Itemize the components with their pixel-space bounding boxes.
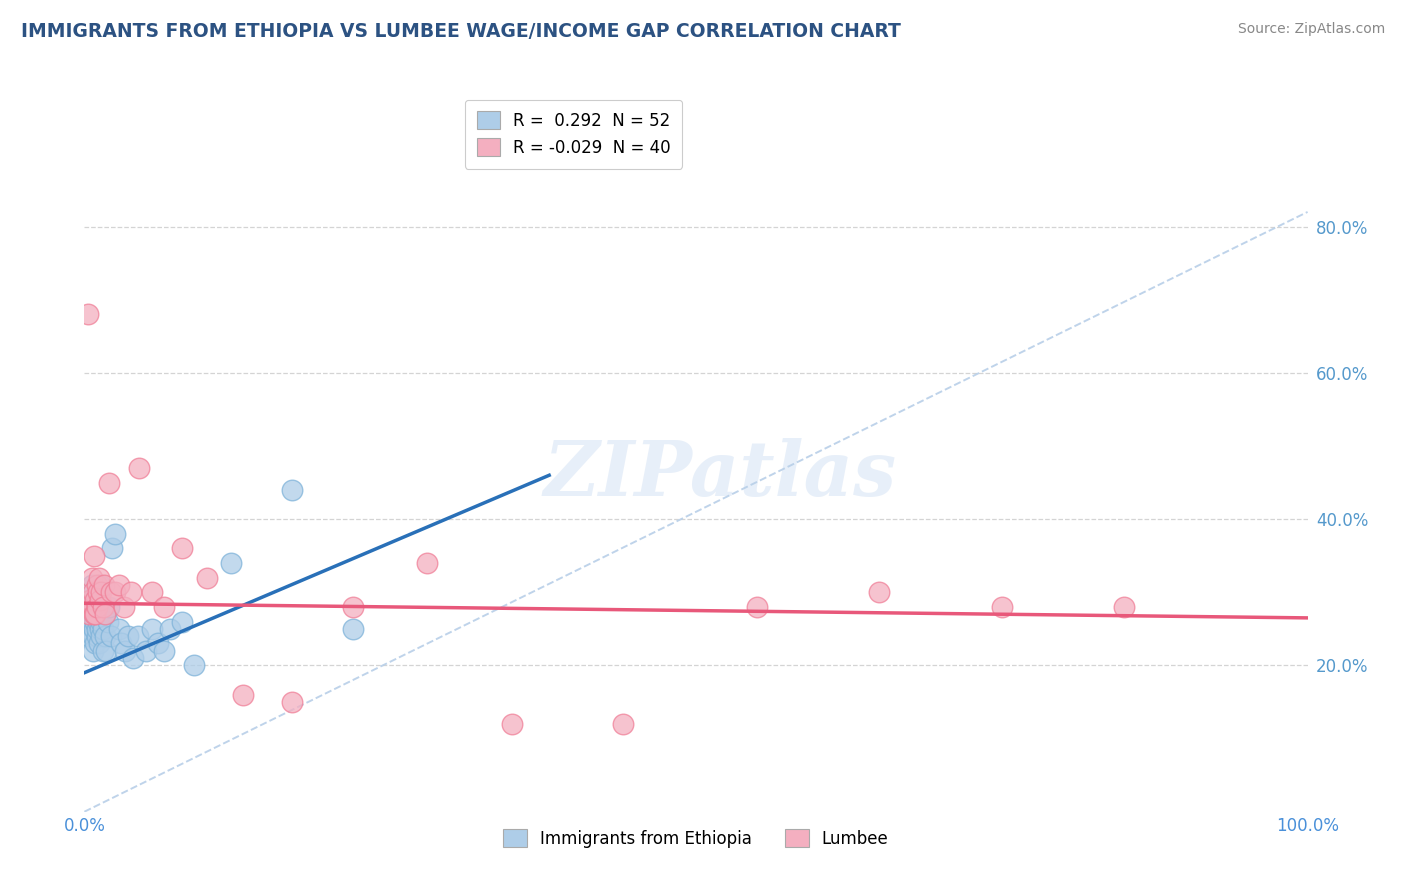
Point [80,607,103,622]
Point [342,599,364,614]
Point [153,644,176,658]
Point [79,592,101,607]
Point [79,615,101,629]
Point [83,549,105,563]
Point [87,571,110,585]
Point [114,644,136,658]
Point [991,599,1014,614]
Point [96,644,118,658]
Point [128,461,150,475]
Point [82,644,104,658]
Point [502,717,524,731]
Point [416,556,439,570]
Point [76,599,98,614]
Point [232,688,254,702]
Point [89,578,111,592]
Point [281,695,304,709]
Point [101,541,124,556]
Text: ZIPatlas: ZIPatlas [544,438,897,512]
Point [84,592,107,607]
Point [1114,599,1136,614]
Point [104,585,127,599]
Point [87,599,110,614]
Point [219,556,242,570]
Point [94,629,117,643]
Point [86,599,108,614]
Point [110,636,132,650]
Point [83,622,105,636]
Point [127,629,149,643]
Point [141,585,163,599]
Point [122,651,145,665]
Point [153,599,176,614]
Point [172,615,194,629]
Point [82,585,104,599]
Point [90,629,112,643]
Point [87,607,110,622]
Point [342,622,364,636]
Point [159,622,181,636]
Point [86,622,108,636]
Point [135,644,157,658]
Point [93,578,115,592]
Point [80,571,103,585]
Point [120,585,142,599]
Point [107,622,129,636]
Point [80,578,103,592]
Point [86,629,108,643]
Point [100,585,122,599]
Point [117,629,139,643]
Point [183,658,205,673]
Point [77,307,100,321]
Point [93,607,115,622]
Point [107,578,129,592]
Point [97,615,120,629]
Point [97,475,120,490]
Point [747,599,769,614]
Point [82,607,104,622]
Point [281,483,304,497]
Point [195,571,218,585]
Point [83,607,105,622]
Point [90,585,112,599]
Point [89,622,111,636]
Point [83,599,105,614]
Point [91,644,114,658]
Point [84,607,107,622]
Point [77,607,100,622]
Legend: Immigrants from Ethiopia, Lumbee: Immigrants from Ethiopia, Lumbee [496,822,896,855]
Point [612,717,634,731]
Point [146,636,169,650]
Point [141,622,163,636]
Point [77,629,100,643]
Point [89,592,111,607]
Point [87,585,110,599]
Point [100,629,122,643]
Point [82,629,104,643]
Point [86,578,108,592]
Point [84,615,107,629]
Point [91,622,114,636]
Text: IMMIGRANTS FROM ETHIOPIA VS LUMBEE WAGE/INCOME GAP CORRELATION CHART: IMMIGRANTS FROM ETHIOPIA VS LUMBEE WAGE/… [21,22,901,41]
Point [91,599,114,614]
Point [79,592,101,607]
Point [86,607,108,622]
Point [112,599,135,614]
Point [77,622,100,636]
Point [97,599,120,614]
Point [87,615,110,629]
Point [84,636,107,650]
Point [104,526,127,541]
Point [869,585,891,599]
Point [94,607,117,622]
Point [172,541,194,556]
Point [87,636,110,650]
Point [84,592,107,607]
Point [90,615,112,629]
Text: Source: ZipAtlas.com: Source: ZipAtlas.com [1237,22,1385,37]
Point [82,599,104,614]
